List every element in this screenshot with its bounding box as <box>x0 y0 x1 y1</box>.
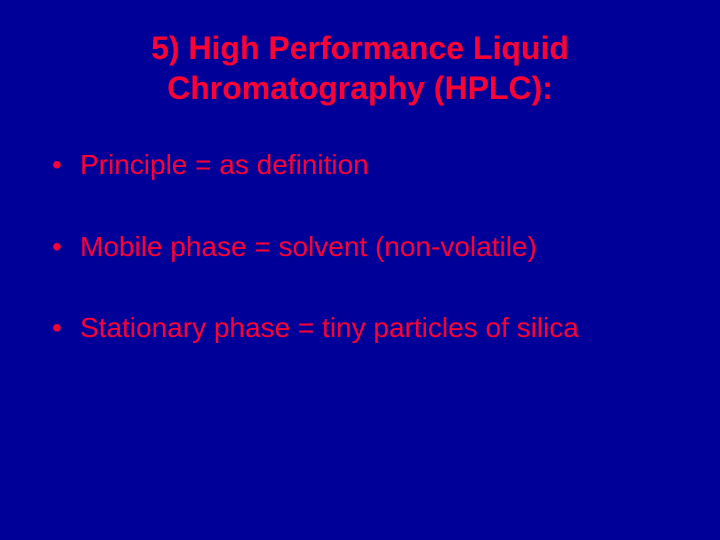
slide-title: 5) High Performance Liquid Chromatograph… <box>40 28 680 108</box>
title-line-1: 5) High Performance Liquid <box>151 30 569 66</box>
bullet-list: Principle = as definition Mobile phase =… <box>46 148 680 345</box>
bullet-text: Principle = as definition <box>80 149 369 180</box>
slide: 5) High Performance Liquid Chromatograph… <box>0 0 720 540</box>
list-item: Principle = as definition <box>46 148 680 182</box>
list-item: Stationary phase = tiny particles of sil… <box>46 311 680 345</box>
list-item: Mobile phase = solvent (non-volatile) <box>46 230 680 264</box>
bullet-text: Mobile phase = solvent (non-volatile) <box>80 231 537 262</box>
bullet-text: Stationary phase = tiny particles of sil… <box>80 312 579 343</box>
title-line-2: Chromatography (HPLC): <box>167 70 553 106</box>
